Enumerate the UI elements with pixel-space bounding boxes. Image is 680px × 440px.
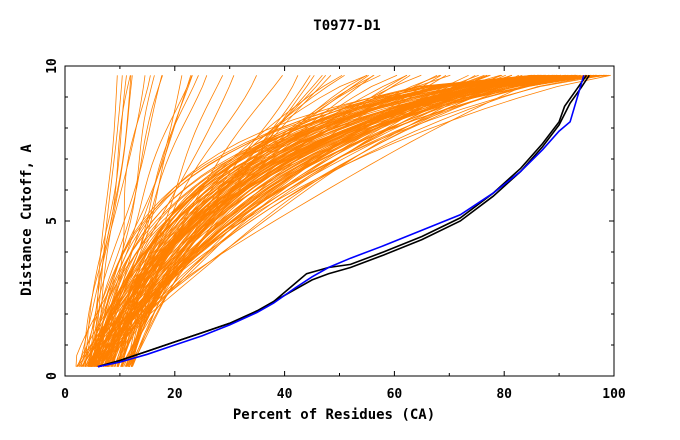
model-curve	[89, 75, 163, 367]
model-curve	[122, 74, 605, 367]
model-curve	[129, 74, 575, 367]
highlight-series	[97, 74, 590, 368]
x-axis-label: Percent of Residues (CA)	[233, 407, 435, 423]
highlight-curve	[97, 75, 585, 368]
x-tick-label: 80	[496, 387, 512, 402]
y-tick-label: 10	[45, 58, 60, 74]
model-curve	[78, 75, 146, 367]
model-curve	[94, 74, 556, 367]
model-curve	[87, 74, 533, 367]
model-curve	[88, 74, 587, 367]
model-curve	[99, 74, 540, 367]
model-curve	[92, 74, 375, 367]
model-curve	[88, 74, 523, 367]
y-tick-label: 0	[45, 372, 60, 380]
model-curve	[83, 75, 131, 367]
model-curve	[128, 74, 546, 367]
y-axis-label: Distance Cutoff, A	[19, 144, 35, 296]
model-curve	[76, 75, 332, 367]
model-curve	[98, 74, 553, 367]
model-curve	[128, 74, 531, 367]
model-curve	[101, 75, 183, 367]
model-curve	[90, 74, 549, 367]
x-tick-label: 20	[167, 387, 183, 402]
highlight-curve	[97, 74, 590, 368]
model-curve	[93, 75, 123, 367]
model-curve	[91, 75, 199, 367]
x-tick-label: 100	[602, 387, 626, 402]
model-curve	[75, 75, 193, 367]
background-series	[75, 74, 611, 367]
model-curve	[97, 74, 539, 367]
tick-labels: 0 20 40 60 80 100 0 5 10	[45, 58, 626, 402]
model-curve	[88, 74, 557, 367]
model-curve	[81, 75, 327, 367]
model-curve	[93, 75, 118, 367]
model-curve	[84, 75, 127, 367]
model-curve	[128, 74, 561, 367]
model-curve	[130, 74, 539, 367]
model-curve	[81, 75, 257, 367]
model-curve	[94, 74, 502, 367]
x-tick-label: 0	[61, 387, 69, 402]
x-tick-label: 60	[387, 387, 403, 402]
y-tick-label: 5	[45, 217, 60, 225]
x-tick-label: 40	[277, 387, 293, 402]
model-curve	[91, 74, 566, 367]
model-curve	[111, 74, 541, 367]
model-curve	[117, 74, 543, 367]
model-curve	[95, 74, 491, 367]
model-curve	[96, 74, 539, 367]
model-curve	[76, 75, 208, 367]
chart-title: T0977-D1	[313, 18, 380, 34]
